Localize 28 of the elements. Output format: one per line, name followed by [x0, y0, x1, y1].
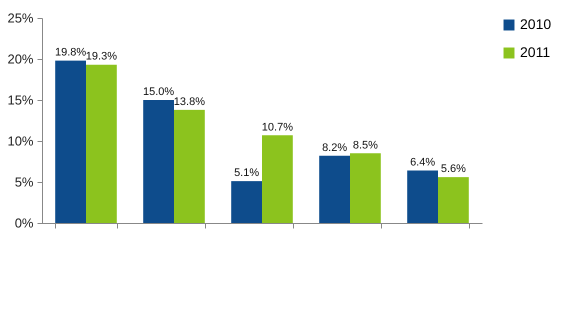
data-label: 6.4% [410, 156, 436, 169]
data-label: 5.1% [234, 167, 260, 180]
data-label: 5.6% [440, 163, 466, 176]
bar [143, 100, 174, 223]
y-tick-label: 10% [7, 134, 34, 148]
bar [174, 110, 205, 223]
y-tick-label: 20% [7, 52, 34, 66]
bar [262, 135, 293, 223]
bar [86, 64, 117, 223]
y-tick-label: 25% [7, 10, 34, 26]
data-label: 8.2% [322, 142, 348, 154]
y-tick-label: 15% [7, 92, 34, 108]
bar [231, 181, 262, 223]
bar [407, 170, 438, 223]
legend-label: 2011 [520, 44, 550, 60]
data-label: 19.3% [86, 50, 118, 63]
data-label: 10.7% [262, 121, 294, 134]
y-tick-label: 0% [14, 216, 34, 230]
bar [438, 177, 469, 223]
legend-label: 2010 [520, 16, 552, 32]
bar [350, 153, 381, 223]
y-tick-label: 5% [14, 174, 34, 190]
data-label: 15.0% [143, 86, 174, 98]
bar [319, 156, 350, 223]
data-label: 13.8% [174, 96, 206, 108]
data-label: 19.8% [55, 46, 86, 59]
bar [55, 60, 86, 223]
data-label: 8.5% [352, 139, 378, 152]
